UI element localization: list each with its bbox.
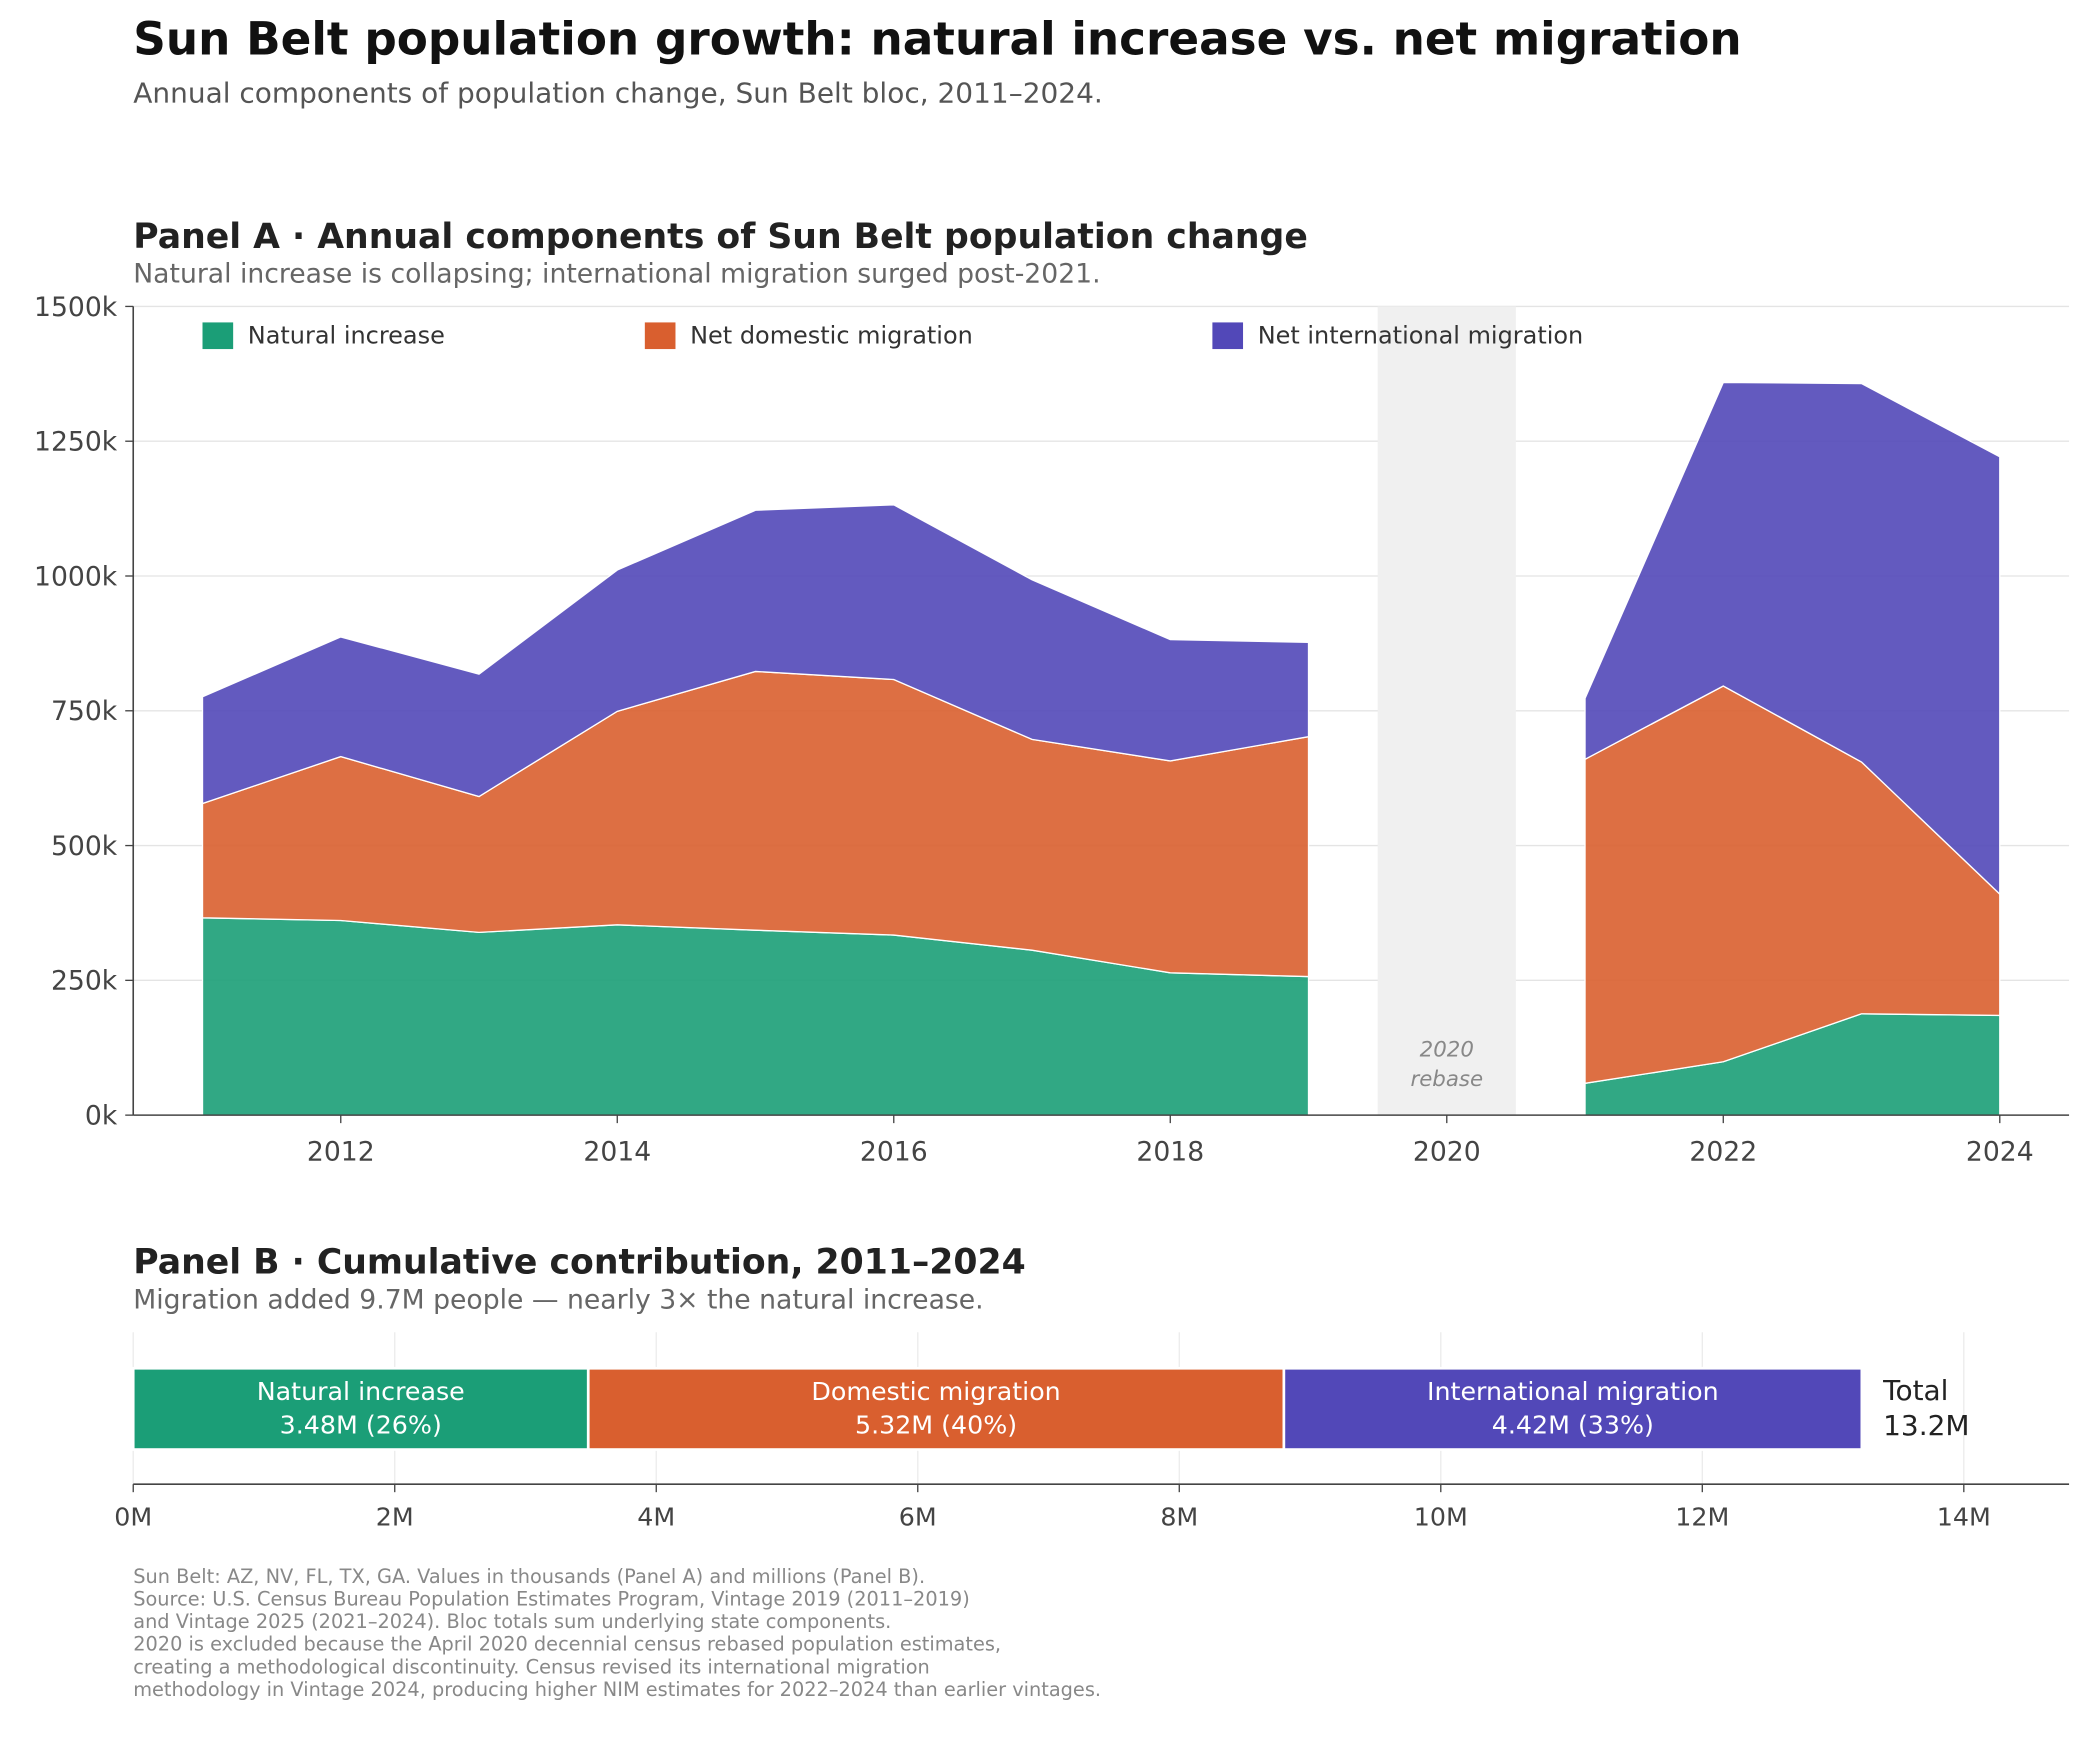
x-tick-label: 6M (899, 1502, 937, 1531)
x-tick-label: 2022 (1689, 1136, 1757, 1167)
bar-value-label: 4.42M (33%) (1492, 1411, 1654, 1440)
y-tick-label: 750k (51, 696, 118, 727)
bar-value-label: 3.48M (26%) (280, 1411, 442, 1440)
x-tick-label: 10M (1414, 1502, 1468, 1531)
legend-swatch (1212, 322, 1244, 350)
bar-name-label: Domestic migration (811, 1377, 1060, 1406)
x-tick-label: 2018 (1136, 1136, 1204, 1167)
x-tick-label: 2014 (583, 1136, 651, 1167)
x-tick-label: 4M (637, 1502, 675, 1531)
footer-notes: Sun Belt: AZ, NV, FL, TX, GA. Values in … (133, 1566, 1102, 1702)
excluded-2020-band (1377, 306, 1516, 1116)
bar-value-label: 5.32M (40%) (855, 1411, 1017, 1440)
bar-natural-increase (131, 1366, 590, 1451)
x-tick-label: 12M (1675, 1502, 1729, 1531)
legend-swatch (202, 322, 234, 350)
y-tick-label: 500k (51, 831, 118, 862)
x-tick-label: 8M (1160, 1502, 1198, 1531)
x-tick-label: 14M (1937, 1502, 1991, 1531)
bar-name-label: Natural increase (257, 1377, 465, 1406)
area-net-international-migration (1584, 381, 2001, 896)
area-net-international-migration (201, 504, 1310, 805)
x-tick-label: 2M (376, 1502, 414, 1531)
legend-swatch (644, 322, 676, 350)
panel-a-title: Panel A · Annual components of Sun Belt … (133, 217, 1308, 258)
total-label: Total (1882, 1374, 1948, 1407)
x-tick-label: 2024 (1966, 1136, 2034, 1167)
y-tick-label: 1000k (34, 561, 118, 592)
figure-subtitle: Annual components of population change, … (133, 77, 1103, 110)
x-tick-label: 2020 (1413, 1136, 1481, 1167)
figure-title: Sun Belt population growth: natural incr… (133, 13, 1742, 67)
panel-a-subtitle: Natural increase is collapsing; internat… (133, 257, 1101, 290)
x-tick-label: 2016 (860, 1136, 928, 1167)
panel-b-title: Panel B · Cumulative contribution, 2011–… (133, 1243, 1026, 1284)
y-tick-label: 1500k (34, 292, 118, 323)
bar-international-migration (1282, 1366, 1864, 1451)
legend-label: Natural increase (248, 322, 445, 350)
y-tick-label: 0k (85, 1100, 118, 1131)
y-tick-label: 1250k (34, 427, 118, 458)
x-tick-label: 0M (114, 1502, 152, 1531)
bar-domestic-migration (586, 1366, 1286, 1451)
total-value: 13.2M (1883, 1409, 1969, 1442)
panel-b-subtitle: Migration added 9.7M people — nearly 3× … (133, 1283, 984, 1315)
legend-label: Net domestic migration (690, 322, 973, 350)
y-tick-label: 250k (51, 966, 118, 997)
bar-name-label: International migration (1427, 1377, 1719, 1406)
x-tick-label: 2012 (307, 1136, 375, 1167)
legend-label: Net international migration (1258, 322, 1584, 350)
band-label: 2020 (1420, 1038, 1474, 1063)
band-label: rebase (1410, 1067, 1483, 1092)
